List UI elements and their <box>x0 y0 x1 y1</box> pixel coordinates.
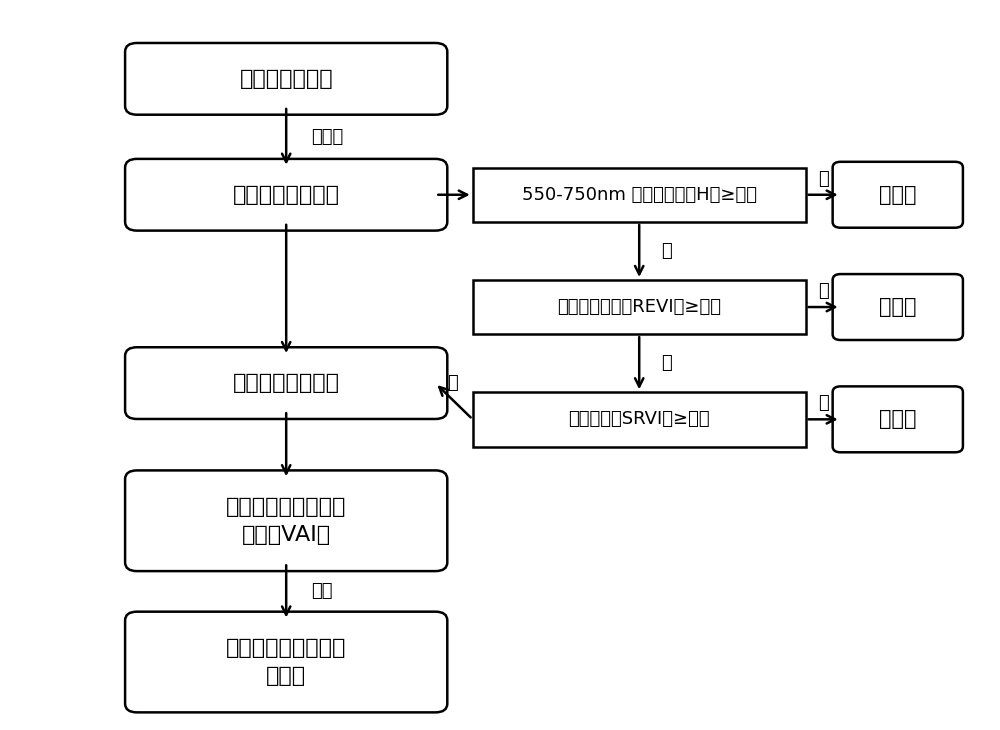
FancyBboxPatch shape <box>125 159 447 231</box>
FancyBboxPatch shape <box>125 43 447 115</box>
FancyBboxPatch shape <box>125 612 447 712</box>
Text: 红边植被指数（REVI）≥阈值: 红边植被指数（REVI）≥阈值 <box>557 298 721 316</box>
Text: 植被冠层阴阳叶空间
分布图: 植被冠层阴阳叶空间 分布图 <box>226 638 346 686</box>
FancyBboxPatch shape <box>125 470 447 571</box>
FancyBboxPatch shape <box>833 162 963 228</box>
Text: 是: 是 <box>661 354 672 372</box>
FancyBboxPatch shape <box>473 168 806 222</box>
Text: 否: 否 <box>818 282 829 300</box>
Text: 高光谱原始影像: 高光谱原始影像 <box>239 69 333 89</box>
FancyBboxPatch shape <box>833 274 963 340</box>
Text: 否: 否 <box>818 170 829 188</box>
Text: 比值指数（SRVI）≥阈值: 比值指数（SRVI）≥阈值 <box>568 410 710 429</box>
FancyBboxPatch shape <box>473 392 806 447</box>
Text: 否: 否 <box>818 394 829 412</box>
Text: 非植被: 非植被 <box>879 297 917 317</box>
Text: 非植被: 非植被 <box>879 410 917 429</box>
Text: 是: 是 <box>447 374 458 392</box>
FancyBboxPatch shape <box>473 280 806 334</box>
Text: 植被信息遥感影像: 植被信息遥感影像 <box>233 373 340 393</box>
Text: 阈值: 阈值 <box>311 583 333 600</box>
FancyBboxPatch shape <box>833 386 963 453</box>
Text: 植被冠层阴阳叶识别
指数（VAI）: 植被冠层阴阳叶识别 指数（VAI） <box>226 496 346 545</box>
Text: 预处理: 预处理 <box>311 128 343 146</box>
Text: 高光谱反射率影像: 高光谱反射率影像 <box>233 185 340 204</box>
Text: 是: 是 <box>661 242 672 260</box>
Text: 非植被: 非植被 <box>879 185 917 204</box>
FancyBboxPatch shape <box>125 347 447 419</box>
Text: 550-750nm 吸收谷深度（H）≥阈值: 550-750nm 吸收谷深度（H）≥阈值 <box>522 185 757 204</box>
